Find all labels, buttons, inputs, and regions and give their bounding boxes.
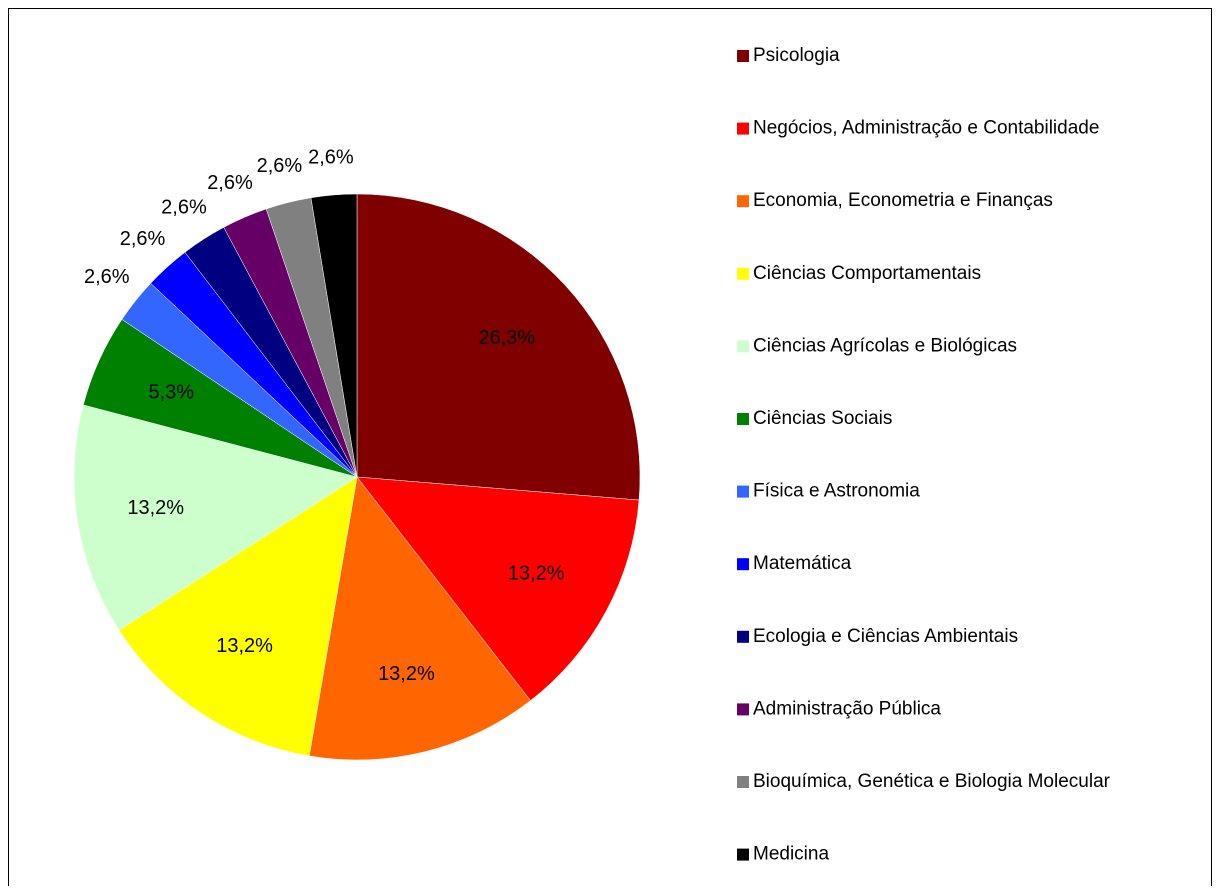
legend-swatch: [737, 848, 749, 861]
pie-slice: [308, 476, 531, 761]
data-label: 2,6%: [257, 155, 303, 177]
legend-label: Ciências Agrícolas e Biológicas: [753, 335, 1017, 356]
data-label: 13,2%: [216, 635, 273, 657]
legend-swatch: [737, 703, 749, 716]
legend-swatch: [737, 340, 749, 353]
legend-swatch: [737, 195, 749, 208]
pie-slice: [356, 193, 641, 501]
legend-label: Medicina: [753, 844, 829, 865]
legend-swatch: [737, 122, 749, 135]
legend-label: Ciências Sociais: [753, 408, 892, 429]
data-label: 13,2%: [508, 562, 565, 584]
legend-swatch: [737, 413, 749, 425]
data-label: 2,6%: [161, 196, 207, 218]
legend-label: Ecologia e Ciências Ambientais: [753, 626, 1018, 647]
legend-label: Ciências Comportamentais: [753, 263, 981, 284]
data-label: 5,3%: [148, 381, 194, 403]
data-label: 13,2%: [378, 663, 435, 685]
legend-swatch: [737, 630, 749, 643]
data-label: 2,6%: [120, 228, 166, 250]
legend-label: Física e Astronomia: [753, 481, 920, 502]
legend-swatch: [737, 558, 749, 571]
legend-swatch: [737, 267, 749, 280]
pie-slice: [356, 476, 640, 701]
legend-swatch: [737, 776, 749, 788]
legend-swatch: [737, 50, 749, 62]
legend-label: Negócios, Administração e Contabilidade: [753, 118, 1099, 139]
legend-swatch: [737, 485, 749, 498]
pie-slice: [73, 404, 358, 631]
legend-label: Matemática: [753, 553, 852, 574]
pie-slice: [118, 476, 358, 757]
data-label: 2,6%: [84, 266, 130, 288]
data-label: 26,3%: [478, 327, 535, 349]
legend-label: Economia, Econometria e Finanças: [753, 190, 1053, 211]
pie-slice: [310, 193, 358, 478]
legend-label: Administração Pública: [753, 698, 941, 719]
data-label: 13,2%: [127, 497, 184, 519]
data-label: 2,6%: [207, 172, 253, 194]
legend-label: Psicologia: [753, 45, 840, 66]
data-label: 2,6%: [308, 147, 354, 169]
legend-label: Bioquímica, Genética e Biologia Molecula…: [753, 771, 1111, 792]
